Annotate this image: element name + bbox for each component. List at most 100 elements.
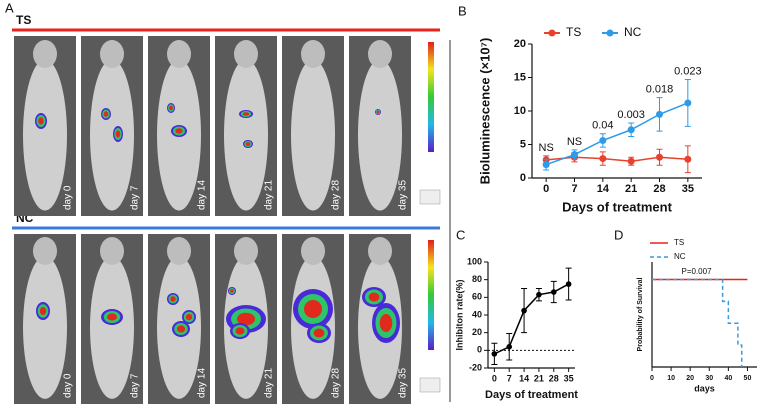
mouse-head xyxy=(100,40,124,68)
mouse-body xyxy=(90,256,134,399)
day-label: day 0 xyxy=(63,185,74,210)
day-label: day 7 xyxy=(130,185,141,210)
colorbar-info xyxy=(419,189,441,205)
day-label: day 14 xyxy=(197,180,208,210)
mouse-head xyxy=(368,237,392,265)
y-tick-label: 10 xyxy=(514,105,526,117)
point xyxy=(599,136,607,144)
x-tick-label: 0 xyxy=(543,183,549,195)
x-tick-label: 0 xyxy=(650,375,654,382)
panel-label: D xyxy=(614,227,623,242)
point xyxy=(599,155,607,163)
y-tick-label: 0 xyxy=(520,172,526,184)
point xyxy=(684,155,692,163)
signal xyxy=(242,112,250,116)
y-axis-title: Probability of Survival xyxy=(637,277,644,351)
mouse-body xyxy=(23,59,67,211)
annotation: 0.04 xyxy=(592,120,613,132)
y-tick-label: -20 xyxy=(469,362,482,372)
legend-marker xyxy=(548,29,556,37)
mouse-head xyxy=(33,237,57,265)
x-tick-label: 35 xyxy=(564,373,574,383)
point xyxy=(550,289,557,295)
signal xyxy=(376,110,380,114)
annotation: NS xyxy=(567,136,582,148)
x-axis-title: Days of treatment xyxy=(562,199,672,214)
x-tick-label: 40 xyxy=(724,375,732,382)
day-label: day 35 xyxy=(398,180,409,210)
signal xyxy=(107,313,117,321)
point xyxy=(542,161,550,169)
y-axis-title: Bioluminescence (×10⁷) xyxy=(477,38,492,185)
signal xyxy=(237,312,255,326)
x-tick-label: 28 xyxy=(653,183,665,195)
y-tick-label: 40 xyxy=(472,309,482,319)
signal xyxy=(235,327,245,335)
point xyxy=(627,126,635,134)
point xyxy=(656,110,663,118)
colorbar xyxy=(428,42,434,152)
day-label: day 21 xyxy=(264,180,275,210)
x-tick-label: 14 xyxy=(519,373,529,383)
legend-label: NC xyxy=(674,252,686,261)
point xyxy=(536,291,542,298)
mouse-head xyxy=(234,237,258,265)
mouse-head xyxy=(100,237,124,265)
series-line xyxy=(545,102,689,166)
panel-label: A xyxy=(5,0,14,15)
annotation: NS xyxy=(539,142,554,154)
signal xyxy=(304,300,322,318)
mouse-body xyxy=(291,59,335,211)
y-axis-title: Inhibiton rate(%) xyxy=(454,280,464,351)
mouse-head xyxy=(301,40,325,68)
y-tick-label: 80 xyxy=(472,274,482,284)
panel-label: C xyxy=(456,227,465,242)
day-label: day 28 xyxy=(331,180,342,210)
mouse-head xyxy=(167,40,191,68)
day-label: day 14 xyxy=(197,368,208,398)
signal xyxy=(185,313,193,321)
panel-label: B xyxy=(458,3,467,18)
mouse-head xyxy=(301,237,325,265)
point xyxy=(491,351,498,357)
point xyxy=(506,344,513,350)
annotation: P=0.007 xyxy=(681,267,712,276)
signal xyxy=(175,128,183,134)
point xyxy=(627,157,635,165)
x-tick-label: 10 xyxy=(667,375,675,382)
x-tick-label: 7 xyxy=(571,183,577,195)
day-label: day 7 xyxy=(130,373,141,398)
signal xyxy=(170,296,176,302)
colorbar-info xyxy=(419,377,441,393)
x-tick-label: 35 xyxy=(682,183,694,195)
annotation: 0.023 xyxy=(674,65,702,77)
mouse-head xyxy=(234,40,258,68)
mouse-head xyxy=(33,40,57,68)
mouse-body xyxy=(358,59,402,211)
signal xyxy=(103,111,109,117)
signal xyxy=(115,130,121,138)
x-tick-label: 20 xyxy=(686,375,694,382)
y-tick-label: 60 xyxy=(472,292,482,302)
legend-label: TS xyxy=(674,238,684,247)
series-line xyxy=(494,283,569,355)
survival-line xyxy=(652,278,743,367)
group-label: TS xyxy=(16,13,31,27)
legend-marker xyxy=(606,29,614,37)
x-tick-label: 30 xyxy=(705,375,713,382)
x-tick-label: 0 xyxy=(492,373,497,383)
point xyxy=(565,281,572,287)
y-tick-label: 20 xyxy=(514,38,526,50)
mouse-body xyxy=(224,59,268,211)
signal xyxy=(368,292,380,302)
legend-label: NC xyxy=(624,25,642,39)
mouse-head xyxy=(368,40,392,68)
day-label: day 21 xyxy=(264,368,275,398)
y-tick-label: 5 xyxy=(520,138,526,150)
series-line xyxy=(546,156,688,163)
signal xyxy=(39,306,47,316)
day-label: day 35 xyxy=(398,368,409,398)
mouse-head xyxy=(167,237,191,265)
signal xyxy=(379,314,393,332)
